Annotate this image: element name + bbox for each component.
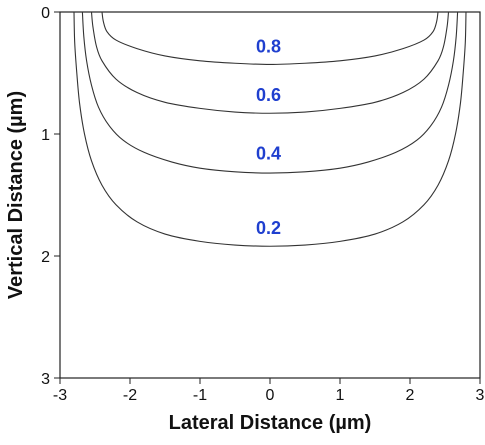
contour-line-0.2 xyxy=(73,11,467,247)
contour-line-0.4 xyxy=(81,11,459,174)
x-tick-label: 2 xyxy=(406,387,415,404)
x-tick-label: 0 xyxy=(266,387,275,404)
contour-labels: 0.8 0.6 0.4 0.2 xyxy=(256,36,281,238)
y-tick-label: 3 xyxy=(41,371,50,388)
contour-label-0.6: 0.6 xyxy=(256,85,281,105)
x-axis-ticks: -3 -2 -1 0 1 2 3 xyxy=(53,378,485,404)
x-tick-label: -1 xyxy=(193,387,207,404)
y-tick-label: 1 xyxy=(41,127,50,144)
contour-lines xyxy=(73,11,467,247)
y-tick-label: 2 xyxy=(41,249,50,266)
y-axis-ticks: 0 1 2 3 xyxy=(41,5,60,388)
x-tick-label: 3 xyxy=(476,387,485,404)
contour-line-0.6 xyxy=(90,11,450,114)
x-tick-label: -3 xyxy=(53,387,67,404)
y-axis-title: Vertical Distance (µm) xyxy=(5,91,27,299)
x-tick-label: 1 xyxy=(336,387,345,404)
x-axis-title: Lateral Distance (µm) xyxy=(169,412,372,434)
plot-frame xyxy=(59,11,481,379)
x-tick-label: -2 xyxy=(123,387,137,404)
contour-label-0.4: 0.4 xyxy=(256,144,281,164)
contour-line-0.8 xyxy=(101,11,439,66)
contour-label-0.8: 0.8 xyxy=(256,36,281,56)
contour-label-0.2: 0.2 xyxy=(256,218,281,238)
y-tick-label: 0 xyxy=(41,5,50,22)
